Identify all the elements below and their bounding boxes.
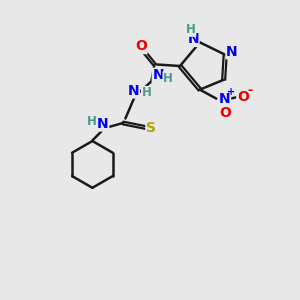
Text: N: N <box>152 68 164 82</box>
Text: O: O <box>135 40 147 53</box>
Text: H: H <box>87 115 97 128</box>
Text: H: H <box>186 23 196 36</box>
Text: N: N <box>128 84 139 98</box>
Text: H: H <box>142 86 151 100</box>
Text: -: - <box>248 84 253 97</box>
Text: N: N <box>226 45 238 59</box>
Text: O: O <box>219 106 231 120</box>
Text: +: + <box>227 87 236 97</box>
Text: O: O <box>237 90 249 104</box>
Text: N: N <box>188 32 199 46</box>
Text: N: N <box>97 117 109 131</box>
Text: S: S <box>146 121 156 134</box>
Text: H: H <box>163 72 173 85</box>
Text: N: N <box>219 92 230 106</box>
